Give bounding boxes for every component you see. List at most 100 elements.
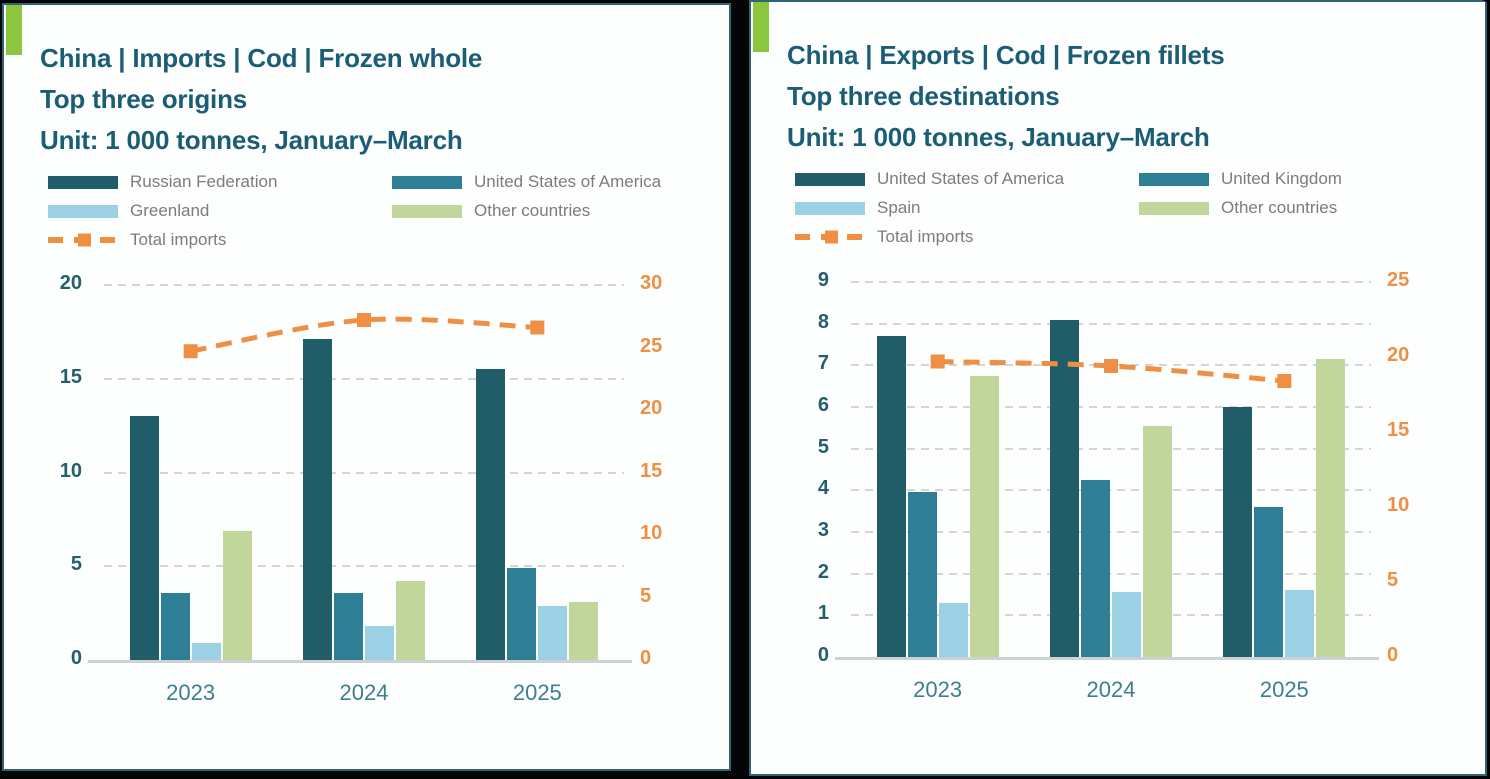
left-axis-tick-label-8: 8 bbox=[817, 310, 829, 333]
legend: United States of America United Kingdom Sp… bbox=[795, 168, 1342, 248]
bar-greenland-2024 bbox=[365, 626, 394, 660]
line-marker-2024 bbox=[357, 313, 371, 327]
gridline-6 bbox=[851, 406, 1371, 408]
right-axis-tick-label-20: 20 bbox=[1387, 344, 1410, 366]
line-marker-2025 bbox=[1277, 374, 1292, 388]
bar-united-kingdom-2023 bbox=[907, 492, 937, 657]
left-axis-tick-label-5: 5 bbox=[70, 553, 82, 576]
legend-item-other-countries: Other countries bbox=[392, 200, 661, 222]
panel-unit-line: Unit: 1 000 tonnes, January–March bbox=[787, 122, 1210, 152]
left-axis-tick-label-0: 0 bbox=[70, 647, 82, 669]
bar-greenland-2023 bbox=[191, 643, 221, 660]
total-line-legend-marker bbox=[795, 230, 865, 244]
bar-spain-2023 bbox=[938, 602, 968, 657]
legend-label-total-imports: Total imports bbox=[877, 227, 974, 246]
total-line-path bbox=[190, 316, 538, 354]
legend-item-united-states-of-america: United States of America bbox=[795, 168, 1139, 190]
legend-swatch-spain bbox=[795, 201, 865, 215]
left-axis-tick-label-7: 7 bbox=[817, 352, 829, 375]
legend-label-united-kingdom: United Kingdom bbox=[1221, 169, 1342, 188]
x-axis-label-2024: 2024 bbox=[1086, 677, 1136, 702]
gridline-1 bbox=[851, 614, 1371, 617]
chart-panel-exports: China | Exports | Cod | Frozen fillets T… bbox=[749, 0, 1487, 776]
bar-other-countries-2024 bbox=[1143, 425, 1172, 657]
left-axis-tick-label-20: 20 bbox=[59, 272, 82, 294]
legend-swatch-united-states-of-america bbox=[392, 175, 462, 189]
legend-label-russian-federation: Russian Federation bbox=[130, 172, 278, 191]
left-axis-tick-label-6: 6 bbox=[817, 394, 829, 416]
bar-united-states-of-america-2025 bbox=[507, 568, 537, 660]
bar-russian-federation-2023 bbox=[129, 416, 159, 660]
gridline-15 bbox=[104, 377, 624, 380]
legend-item-russian-federation: Russian Federation bbox=[48, 171, 392, 193]
gridline-5 bbox=[851, 447, 1371, 450]
x-axis-label-2025: 2025 bbox=[512, 680, 562, 705]
gridline-9 bbox=[851, 281, 1371, 283]
legend-swatch-other-countries bbox=[392, 204, 462, 218]
green-accent-bar bbox=[753, 2, 769, 52]
left-axis-tick-label-2: 2 bbox=[817, 560, 829, 583]
left-axis-tick-label-0: 0 bbox=[817, 644, 829, 666]
line-marker-2023 bbox=[930, 354, 945, 369]
legend-item-total-imports: Total imports bbox=[48, 229, 392, 251]
legend-swatch-united-kingdom bbox=[1139, 172, 1209, 186]
bar-united-states-of-america-2025 bbox=[1223, 407, 1253, 657]
x-axis-label-2025: 2025 bbox=[1259, 677, 1309, 702]
legend-item-greenland: Greenland bbox=[48, 200, 392, 222]
left-axis-tick-label-9: 9 bbox=[817, 269, 829, 291]
title-block: China | Imports | Cod | Frozen whole Top… bbox=[40, 38, 482, 161]
bar-united-states-of-america-2023 bbox=[876, 336, 906, 657]
right-axis-tick-label-25: 25 bbox=[1387, 269, 1410, 291]
legend-item-other-countries: Other countries bbox=[1139, 197, 1342, 219]
chart-area: 9 8 7 6 5 4 3 2 1 0 25 20 15 10 5 0 2023 2024 2025 bbox=[751, 2, 1485, 774]
legend-item-total-imports: Total imports bbox=[795, 226, 1139, 248]
legend-swatch-russian-federation bbox=[48, 175, 118, 189]
legend-label-other-countries: Other countries bbox=[1221, 198, 1338, 217]
right-axis-tick-label-15: 15 bbox=[1387, 419, 1410, 441]
gridline-7 bbox=[851, 364, 1371, 367]
right-axis-tick-label-10: 10 bbox=[640, 522, 663, 544]
panel-title: China | Imports | Cod | Frozen whole bbox=[40, 43, 483, 73]
panel-subtitle: Top three origins bbox=[40, 84, 248, 114]
bar-united-states-of-america-2024 bbox=[334, 592, 363, 660]
bar-other-countries-2024 bbox=[396, 581, 425, 660]
legend-label-united-states-of-america: United States of America bbox=[474, 172, 662, 191]
legend-item-united-states-of-america: United States of America bbox=[392, 171, 661, 193]
right-axis-tick-label-0: 0 bbox=[1387, 644, 1399, 666]
legend-swatch-other-countries bbox=[1139, 201, 1209, 215]
bar-spain-2025 bbox=[1285, 590, 1315, 657]
x-axis-label-2024: 2024 bbox=[339, 680, 389, 705]
x-axis-line bbox=[88, 660, 632, 663]
line-marker-2025 bbox=[530, 320, 545, 335]
left-axis-tick-label-10: 10 bbox=[59, 459, 82, 482]
chart-area: 20 15 10 5 0 30 25 20 15 10 5 0 2023 2024 2025 bbox=[4, 5, 729, 769]
right-axis-tick-label-25: 25 bbox=[640, 334, 663, 357]
left-axis-tick-label-5: 5 bbox=[817, 435, 829, 458]
gridline-20 bbox=[104, 284, 624, 286]
gridline-10 bbox=[104, 471, 624, 474]
bar-other-countries-2025 bbox=[569, 601, 599, 660]
legend-swatch-united-states-of-america bbox=[795, 172, 865, 186]
legend-label-greenland: Greenland bbox=[130, 201, 210, 220]
bar-other-countries-2025 bbox=[1316, 359, 1346, 657]
gridline-8 bbox=[851, 322, 1371, 325]
left-axis-tick-label-3: 3 bbox=[817, 519, 829, 541]
chart-panel-imports: China | Imports | Cod | Frozen whole Top… bbox=[2, 3, 731, 771]
legend-label-united-states-of-america: United States of America bbox=[877, 169, 1065, 188]
bar-united-states-of-america-2023 bbox=[160, 592, 190, 660]
right-axis-tick-label-5: 5 bbox=[1387, 569, 1399, 591]
green-accent-bar bbox=[6, 5, 22, 55]
bar-other-countries-2023 bbox=[969, 375, 999, 657]
bar-other-countries-2023 bbox=[222, 530, 252, 660]
panel-unit-line: Unit: 1 000 tonnes, January–March bbox=[40, 125, 463, 155]
legend-item-united-kingdom: United Kingdom bbox=[1139, 168, 1342, 190]
bar-russian-federation-2025 bbox=[476, 369, 506, 660]
legend-label-other-countries: Other countries bbox=[474, 201, 591, 220]
right-axis-tick-label-10: 10 bbox=[1387, 494, 1410, 516]
left-axis-tick-label-4: 4 bbox=[817, 477, 829, 500]
line-marker-2023 bbox=[183, 344, 198, 359]
bar-united-kingdom-2024 bbox=[1081, 479, 1110, 657]
left-axis-tick-label-15: 15 bbox=[59, 365, 82, 388]
right-axis-tick-label-5: 5 bbox=[640, 584, 652, 607]
x-axis-line bbox=[835, 657, 1379, 660]
